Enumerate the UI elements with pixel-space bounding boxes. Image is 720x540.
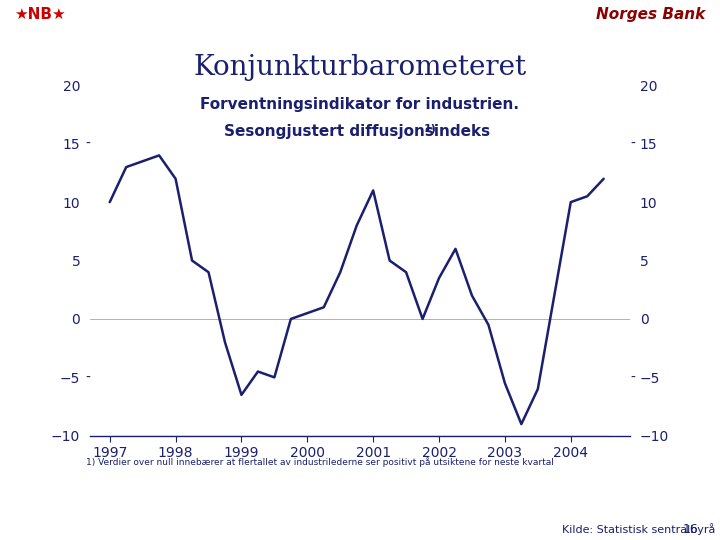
Text: ★NB★: ★NB★: [14, 8, 66, 22]
Text: -: -: [85, 137, 90, 151]
Text: -: -: [630, 137, 635, 151]
Text: -: -: [85, 370, 90, 384]
Text: Sesongjustert diffusjonsindeks: Sesongjustert diffusjonsindeks: [225, 124, 495, 139]
Text: Norges Bank: Norges Bank: [596, 8, 706, 22]
Text: 1) Verdier over null innebærer at flertallet av industrilederne ser positivt på : 1) Verdier over null innebærer at flerta…: [86, 457, 554, 467]
Text: Konjunkturbarometeret: Konjunkturbarometeret: [194, 54, 526, 81]
Text: 1): 1): [423, 124, 436, 134]
Text: -: -: [630, 370, 635, 384]
Text: Kilde: Statistisk sentralbyrå: Kilde: Statistisk sentralbyrå: [562, 523, 715, 535]
Text: 16: 16: [683, 523, 698, 536]
Text: Forventningsindikator for industrien.: Forventningsindikator for industrien.: [200, 97, 520, 112]
